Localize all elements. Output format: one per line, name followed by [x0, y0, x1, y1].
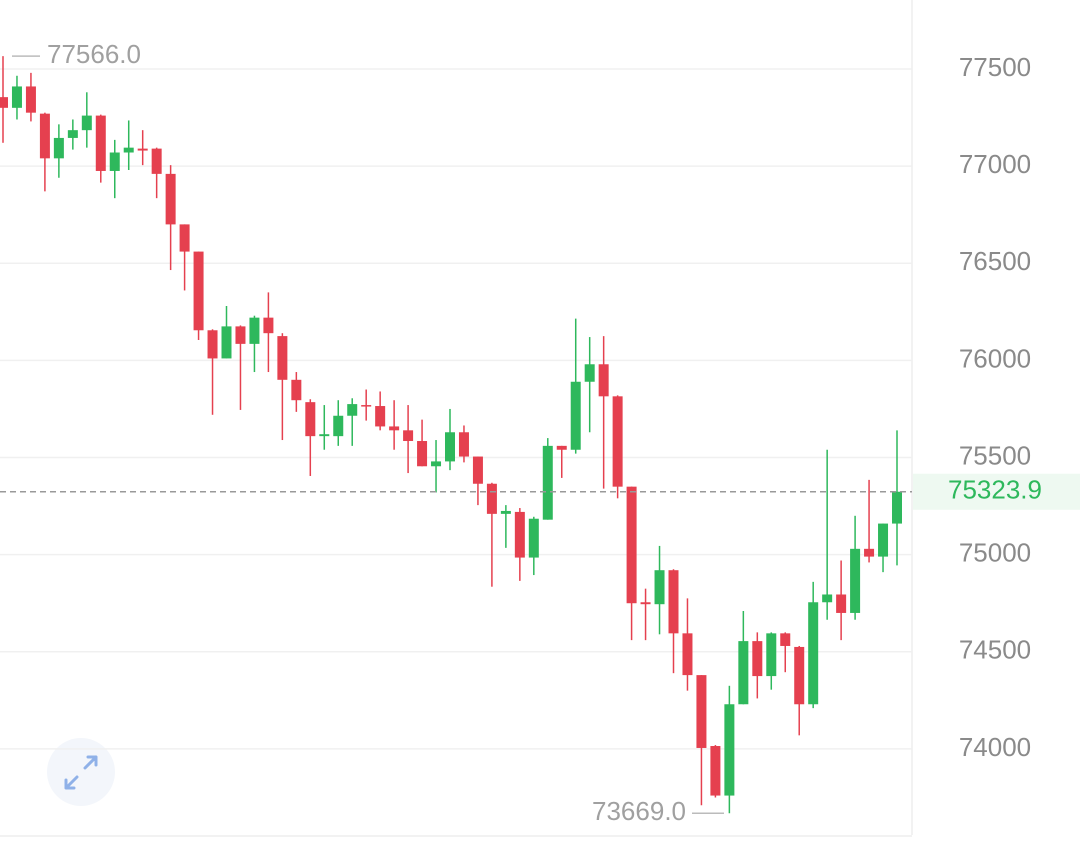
candle-body: [137, 148, 148, 151]
y-tick-label: 75500: [959, 440, 1031, 470]
candle-body: [333, 415, 344, 437]
candle-body: [584, 364, 595, 382]
candle-body: [417, 441, 428, 467]
candle-body: [81, 115, 92, 131]
candle-body: [738, 641, 749, 705]
candle-body: [305, 402, 316, 437]
candle-body: [389, 426, 400, 431]
candle-body: [850, 548, 861, 613]
candle-body: [11, 86, 22, 108]
last-price-bg: [913, 473, 1080, 510]
high-label: 77566.0: [47, 39, 141, 69]
candle-body: [696, 675, 707, 748]
candle-body: [109, 152, 120, 171]
candle-body: [207, 330, 218, 359]
candle-body: [864, 548, 875, 557]
last-price-label: 75323.9: [948, 475, 1042, 505]
y-tick-label: 75000: [959, 538, 1031, 568]
candle-body: [822, 594, 833, 603]
y-tick-label: 74500: [959, 635, 1031, 665]
candle-body: [668, 570, 679, 634]
candle-body: [39, 113, 50, 159]
candle-body: [0, 97, 8, 108]
candle-body: [780, 633, 791, 646]
candle-body: [151, 148, 162, 174]
candle-body: [626, 486, 637, 604]
candle-body: [263, 317, 274, 334]
candle-body: [528, 518, 539, 558]
y-tick-label: 76500: [959, 246, 1031, 276]
candle-body: [403, 430, 414, 442]
candle-body: [445, 432, 455, 462]
candle-body: [472, 456, 483, 484]
candle-body: [123, 147, 134, 153]
candle-body: [612, 396, 623, 487]
candle-body: [542, 445, 553, 520]
candle-body: [808, 602, 819, 705]
candle-body: [277, 336, 288, 380]
candle-body: [794, 646, 805, 705]
candle-body: [347, 404, 358, 416]
expand-button-bg[interactable]: [47, 738, 115, 806]
candle-body: [165, 173, 176, 225]
candle-body: [514, 511, 525, 558]
candle-body: [500, 510, 511, 514]
y-tick-label: 74000: [959, 732, 1031, 762]
candle-body: [556, 445, 567, 450]
candle-body: [836, 594, 847, 613]
candle-body: [25, 86, 36, 113]
candle-body: [766, 633, 777, 677]
candle-body: [53, 137, 64, 159]
candle-body: [319, 434, 330, 437]
y-tick-label: 77000: [959, 149, 1031, 179]
candle-body: [249, 317, 260, 344]
candle-body: [193, 251, 204, 331]
candle-body: [654, 570, 665, 605]
candle-body: [892, 491, 902, 524]
candle-body: [570, 381, 581, 450]
y-tick-label: 76000: [959, 343, 1031, 373]
candle-body: [375, 406, 386, 427]
candle-body: [67, 130, 78, 138]
candle-body: [878, 523, 889, 557]
candle-body: [640, 602, 651, 605]
candle-body: [682, 633, 693, 676]
candle-body: [598, 364, 609, 397]
low-label: 73669.0: [592, 796, 686, 826]
candle-body: [486, 483, 497, 514]
y-tick-label: 77500: [959, 52, 1031, 82]
expand-icon[interactable]: [64, 755, 98, 790]
candle-body: [710, 746, 721, 796]
candle-body: [95, 115, 106, 171]
candle-body: [235, 326, 246, 344]
candle-body: [291, 379, 302, 401]
candle-body: [431, 461, 442, 467]
candle-body: [458, 432, 469, 457]
candle-body: [752, 641, 763, 677]
candle-body: [179, 224, 190, 252]
candle-body: [221, 326, 232, 359]
expand-button[interactable]: [47, 738, 115, 806]
candle-body: [361, 405, 372, 407]
candle-body: [724, 704, 735, 796]
